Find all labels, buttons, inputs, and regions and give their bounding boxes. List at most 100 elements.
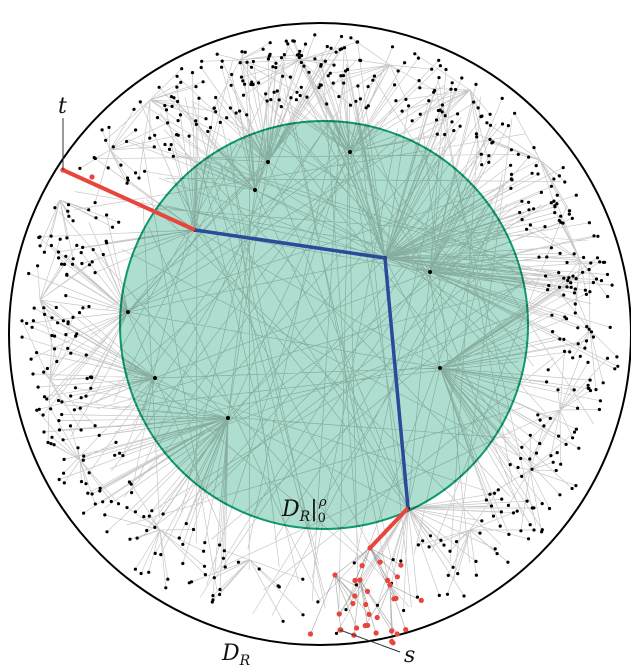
vertex — [77, 311, 82, 315]
vertex — [170, 104, 174, 108]
vertex — [474, 559, 478, 564]
vertex — [511, 511, 516, 515]
vertex — [576, 406, 580, 410]
vertex — [574, 484, 578, 488]
red-vertex — [359, 563, 365, 569]
inner-disk — [119, 120, 529, 530]
vertex — [371, 78, 375, 82]
vertex — [45, 366, 50, 371]
vertex — [544, 274, 548, 278]
vertex — [496, 488, 500, 492]
vertex — [339, 34, 344, 39]
vertex — [271, 65, 275, 69]
hub-vertex — [253, 188, 257, 192]
vertex — [588, 389, 593, 393]
vertex — [42, 370, 46, 374]
vertex — [286, 42, 290, 46]
vertex — [558, 337, 562, 341]
vertex — [73, 386, 78, 390]
vertex — [569, 281, 573, 285]
vertex — [234, 111, 238, 115]
vertex — [594, 277, 599, 281]
vertex — [596, 234, 600, 238]
vertex — [84, 353, 88, 357]
vertex — [65, 236, 69, 240]
vertex — [557, 271, 561, 275]
vertex — [20, 335, 24, 339]
vertex — [557, 174, 562, 178]
vertex — [375, 603, 380, 607]
vertex — [300, 54, 304, 58]
vertex — [265, 99, 269, 103]
vertex — [479, 115, 483, 119]
vertex — [393, 83, 397, 87]
vertex — [313, 33, 317, 37]
vertex — [586, 383, 590, 387]
vertex — [297, 55, 301, 60]
red-vertex — [385, 577, 391, 584]
vertex — [177, 536, 181, 540]
vertex — [143, 169, 147, 173]
vertex — [36, 264, 40, 268]
vertex — [552, 177, 556, 181]
red-vertex — [374, 614, 380, 621]
vertex — [281, 619, 285, 623]
vertex — [527, 200, 531, 204]
red-vertex — [354, 625, 360, 631]
vertex — [163, 103, 167, 108]
lower: 0 — [318, 511, 326, 526]
red-vertex — [352, 577, 358, 584]
vertex — [204, 117, 208, 121]
vertex — [245, 60, 249, 64]
vertex — [418, 86, 422, 90]
vertex — [559, 462, 563, 466]
vertex — [135, 536, 139, 540]
vertex — [589, 261, 593, 265]
vertex — [133, 510, 137, 514]
vertex — [500, 122, 505, 126]
vertex — [220, 65, 224, 69]
vertex — [176, 119, 180, 123]
vertex — [442, 543, 446, 547]
vertex — [582, 255, 586, 260]
vertex — [179, 80, 183, 84]
vertex — [488, 112, 492, 116]
vertex — [445, 592, 450, 596]
vertex — [568, 350, 572, 354]
vertex — [519, 529, 523, 533]
vertex — [417, 79, 421, 83]
red-vertex — [393, 595, 399, 602]
vertex — [61, 438, 65, 442]
vertex — [178, 113, 183, 117]
vertex — [584, 339, 589, 343]
vertex — [508, 463, 512, 467]
vertex — [323, 59, 327, 63]
vertex — [206, 129, 210, 134]
vertex — [450, 81, 454, 85]
vertex — [540, 530, 544, 534]
red-vertex — [89, 174, 95, 180]
vertex — [562, 293, 566, 297]
vertex — [551, 460, 555, 464]
vertex — [80, 261, 84, 266]
vertex — [587, 327, 591, 331]
vertex — [223, 565, 227, 569]
vertex — [240, 50, 244, 54]
vertex — [241, 79, 245, 83]
vertex — [139, 571, 143, 576]
vertex — [364, 106, 368, 110]
vertex — [532, 207, 536, 211]
vertex — [288, 75, 292, 79]
vertex — [528, 457, 532, 461]
vertex — [157, 85, 161, 89]
vertex — [71, 315, 75, 319]
vertex — [585, 325, 589, 329]
vertex — [561, 166, 565, 170]
vertex — [53, 334, 57, 338]
vertex — [587, 267, 591, 272]
vertex — [184, 522, 188, 526]
vertex — [105, 530, 109, 534]
vertex — [342, 81, 346, 85]
vertex — [516, 152, 520, 156]
vertex — [527, 155, 531, 159]
